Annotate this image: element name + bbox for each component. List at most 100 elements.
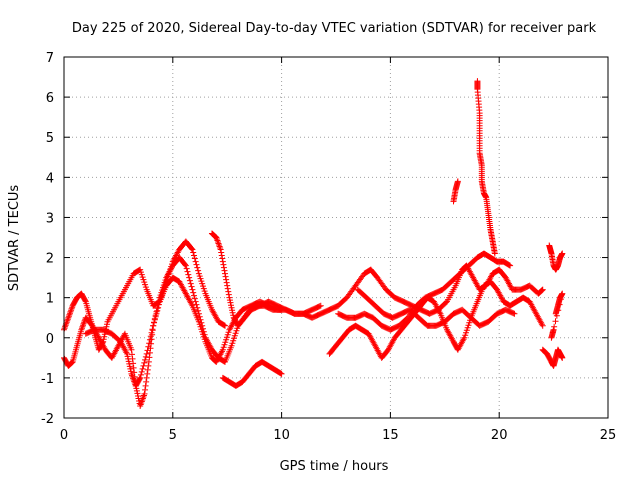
data-point <box>227 299 234 306</box>
data-point <box>144 347 151 354</box>
data-point <box>141 279 148 286</box>
data-point <box>186 274 193 281</box>
data-point <box>141 359 148 366</box>
data-point <box>552 318 559 325</box>
data-point <box>555 307 562 314</box>
data-point <box>146 340 153 347</box>
x-tick-label: 25 <box>600 428 617 443</box>
data-point <box>197 275 204 282</box>
data-point <box>223 276 230 283</box>
data-point <box>130 364 137 371</box>
data-point <box>195 307 202 314</box>
data-point <box>130 360 137 367</box>
data-point <box>144 370 151 377</box>
data-point <box>133 387 140 394</box>
data-point <box>129 351 135 358</box>
series-track-8 <box>354 286 518 329</box>
data-point <box>462 332 469 339</box>
data-point <box>228 302 235 309</box>
data-point <box>198 278 205 285</box>
series-track-5 <box>219 358 285 389</box>
data-point <box>217 246 224 253</box>
data-point <box>223 334 230 341</box>
data-point <box>220 264 227 271</box>
data-point <box>199 331 206 338</box>
data-point <box>145 343 152 350</box>
data-point <box>140 362 147 369</box>
data-point <box>222 273 229 280</box>
data-point <box>539 322 546 329</box>
axis-ticks: 0 5 10 15 20 25 -2 -1 0 1 2 3 4 5 6 7 <box>41 51 616 443</box>
data-point <box>225 288 232 295</box>
data-point <box>199 283 206 290</box>
data-point <box>218 249 225 256</box>
data-point <box>550 326 557 333</box>
data-point <box>196 321 203 328</box>
x-axis-label: GPS time / hours <box>280 459 389 474</box>
data-point <box>221 267 228 274</box>
data-point <box>195 270 202 277</box>
data-point <box>442 299 449 306</box>
chart-title: Day 225 of 2020, Sidereal Day-to-day VTE… <box>72 21 597 36</box>
data-point <box>182 262 189 269</box>
data-point <box>155 301 162 308</box>
data-point <box>190 289 197 296</box>
y-tick-label: 3 <box>46 211 54 226</box>
data-point <box>152 313 159 320</box>
data-point <box>153 310 160 317</box>
y-tick-label: 4 <box>46 171 54 186</box>
data-point <box>184 268 191 275</box>
data-point <box>150 322 157 329</box>
data-point <box>192 258 199 265</box>
data-point <box>143 378 150 385</box>
data-point <box>143 374 150 381</box>
grid-lines <box>64 57 608 418</box>
data-point <box>187 280 194 287</box>
data-point <box>220 344 227 351</box>
data-point <box>507 262 514 269</box>
data-point <box>221 322 228 329</box>
data-point <box>218 252 225 259</box>
data-point <box>147 333 154 340</box>
plot-frame <box>63 56 609 419</box>
data-point <box>126 360 133 367</box>
data-point <box>491 250 498 257</box>
data-point <box>144 366 151 373</box>
series-track-7 <box>335 250 514 333</box>
data-point <box>198 326 205 333</box>
data-point <box>191 292 198 299</box>
data-point <box>277 370 284 377</box>
data-point <box>139 274 146 281</box>
series-track-3 <box>82 274 324 389</box>
data-point <box>101 333 108 340</box>
data-point <box>196 273 203 280</box>
data-point <box>229 309 236 316</box>
x-tick-label: 20 <box>491 428 508 443</box>
data-point <box>137 371 144 378</box>
data-point <box>199 280 206 287</box>
data-point <box>192 298 199 305</box>
y-tick-label: 7 <box>46 51 54 66</box>
data-point <box>137 266 144 273</box>
data-point <box>510 310 517 317</box>
data-point <box>188 283 195 290</box>
data-point <box>316 303 323 310</box>
data-point <box>201 288 208 295</box>
y-tick-label: 2 <box>46 252 54 267</box>
data-point <box>125 355 132 362</box>
data-point <box>189 246 196 253</box>
data-point <box>126 363 133 370</box>
data-point <box>225 329 232 336</box>
data-point <box>68 359 75 366</box>
data-point <box>182 261 189 268</box>
data-point <box>551 323 558 330</box>
data-point <box>143 350 150 357</box>
data-point <box>226 297 233 304</box>
data-point <box>233 327 240 334</box>
data-point <box>219 255 226 262</box>
data-point <box>193 261 200 268</box>
data-point <box>229 307 236 314</box>
data-point <box>195 318 202 325</box>
x-tick-label: 0 <box>60 428 68 443</box>
